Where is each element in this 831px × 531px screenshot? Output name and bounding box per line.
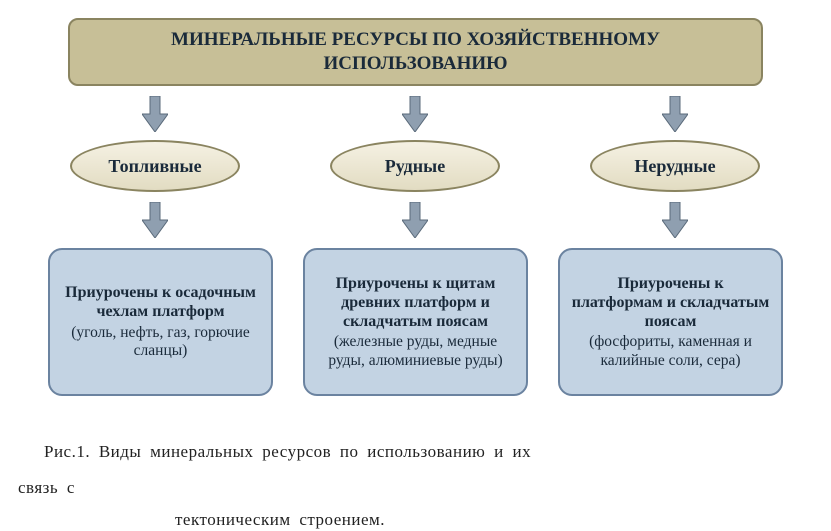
caption-line: связь с bbox=[18, 478, 75, 498]
info-sub: (фосфориты, каменная и калийные соли, се… bbox=[570, 333, 771, 370]
info-box: Приурочены к платформам и складчатым поя… bbox=[558, 248, 783, 396]
info-title: Приурочены к платформам и складчатым поя… bbox=[570, 274, 771, 332]
arrow-down-icon bbox=[402, 96, 428, 132]
category-ellipse: Нерудные bbox=[590, 140, 760, 192]
info-box: Приурочены к щитам древних платформ и ск… bbox=[303, 248, 528, 396]
arrow-down-icon bbox=[142, 96, 168, 132]
info-sub: (железные руды, медные руды, алюминиевые… bbox=[315, 333, 516, 370]
arrow-down-icon bbox=[142, 202, 168, 238]
info-box: Приурочены к осадочным чехлам платформ (… bbox=[48, 248, 273, 396]
caption-line: Рис.1. Виды минеральных ресурсов по испо… bbox=[44, 442, 531, 462]
category-ellipse: Топливные bbox=[70, 140, 240, 192]
category-ellipse: Рудные bbox=[330, 140, 500, 192]
info-title: Приурочены к осадочным чехлам платформ bbox=[60, 283, 261, 321]
arrow-down-icon bbox=[662, 202, 688, 238]
info-sub: (уголь, нефть, газ, горючие сланцы) bbox=[60, 324, 261, 361]
caption-line: тектоническим строением. bbox=[175, 510, 385, 530]
arrow-down-icon bbox=[662, 96, 688, 132]
info-title: Приурочены к щитам древних платформ и ск… bbox=[315, 274, 516, 332]
diagram-area: МИНЕРАЛЬНЫЕ РЕСУРСЫ ПО ХОЗЯЙСТВЕННОМУ ИС… bbox=[30, 8, 801, 433]
arrow-down-icon bbox=[402, 202, 428, 238]
header-box: МИНЕРАЛЬНЫЕ РЕСУРСЫ ПО ХОЗЯЙСТВЕННОМУ ИС… bbox=[68, 18, 763, 86]
